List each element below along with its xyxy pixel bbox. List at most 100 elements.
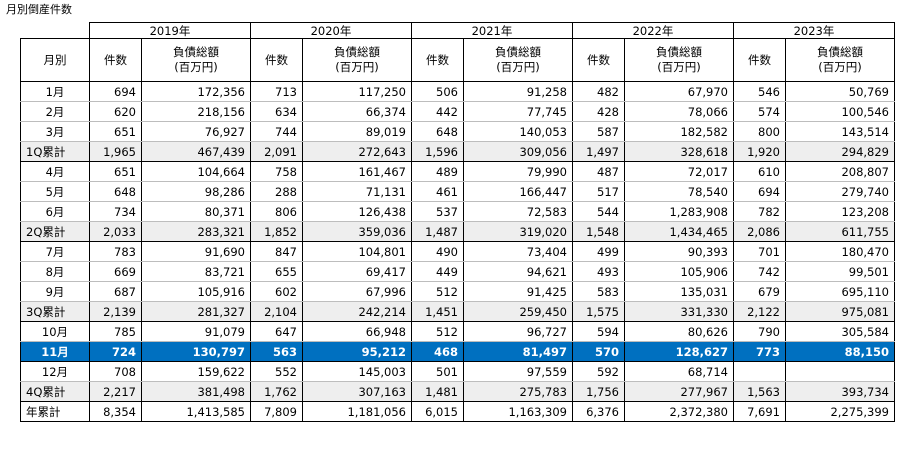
debt-cell [785,361,895,382]
debt-cell: 166,447 [463,181,573,202]
debt-column-header: 負債総額 (百万円) [302,38,412,82]
debt-cell: 126,438 [302,201,412,222]
debt-cell: 2,275,399 [785,401,895,422]
count-cell: 634 [250,101,303,122]
row-label: 1月 [20,81,90,102]
count-cell: 651 [89,121,142,142]
count-cell: 758 [250,161,303,182]
table-header: 2019年 2020年 2021年 2022年 2023年 月別 件数 負債総額… [20,22,895,82]
count-cell [733,361,786,382]
count-cell: 583 [572,281,625,302]
debt-cell: 72,017 [624,161,734,182]
count-column-header: 件数 [733,38,786,82]
count-cell: 6,376 [572,401,625,422]
row-label: 2月 [20,101,90,122]
table-row: 3月 651 76,927 744 89,019 648 140,053 587 182,582… [20,121,895,142]
count-cell: 8,354 [89,401,142,422]
count-cell: 1,575 [572,301,625,322]
row-label: 8月 [20,261,90,282]
table-row: 7月 783 91,690 847 104,801 490 73,404 499 90,393 7… [20,241,895,262]
year-header-2020: 2020年 [250,22,412,39]
corner-cell [20,22,90,39]
debt-cell: 259,450 [463,301,573,322]
debt-cell: 159,622 [141,361,251,382]
table-row: 年累計 8,354 1,413,585 7,809 1,181,056 6,015 1,16… [20,401,895,422]
debt-cell: 381,498 [141,381,251,402]
count-cell: 687 [89,281,142,302]
debt-cell: 79,990 [463,161,573,182]
count-cell: 713 [250,81,303,102]
row-label: 3月 [20,121,90,142]
row-label: 3Q累計 [20,301,90,322]
count-cell: 546 [733,81,786,102]
count-cell: 489 [411,161,464,182]
count-cell: 1,563 [733,381,786,402]
count-cell: 647 [250,321,303,342]
row-label: 11月 [20,341,90,362]
count-cell: 2,086 [733,221,786,242]
count-cell: 785 [89,321,142,342]
count-cell: 506 [411,81,464,102]
debt-cell: 69,417 [302,261,412,282]
count-cell: 288 [250,181,303,202]
count-cell: 449 [411,261,464,282]
table-row: 5月 648 98,286 288 71,131 461 166,447 517 78,540 6… [20,181,895,202]
year-header-2022: 2022年 [572,22,734,39]
debt-cell: 83,721 [141,261,251,282]
count-cell: 790 [733,321,786,342]
debt-cell: 208,807 [785,161,895,182]
count-cell: 708 [89,361,142,382]
debt-cell: 281,327 [141,301,251,322]
debt-cell: 180,470 [785,241,895,262]
debt-cell: 294,829 [785,141,895,162]
debt-cell: 105,916 [141,281,251,302]
column-header-row: 月別 件数 負債総額 (百万円) 件数 負債総額 (百万円) 件数 負債総額 (百万円… [20,38,895,82]
count-cell: 517 [572,181,625,202]
debt-cell: 97,559 [463,361,573,382]
row-label: 9月 [20,281,90,302]
count-cell: 724 [89,341,142,362]
table-row: 1月 694 172,356 713 117,250 506 91,258 482 67,970… [20,81,895,102]
row-label: 4月 [20,161,90,182]
month-column-header: 月別 [20,38,90,82]
debt-cell: 611,755 [785,221,895,242]
debt-cell: 143,514 [785,121,895,142]
count-cell: 1,852 [250,221,303,242]
table-row: 12月 708 159,622 552 145,003 501 97,559 592 68,71… [20,361,895,382]
count-cell: 7,809 [250,401,303,422]
count-cell: 512 [411,281,464,302]
table-row: 10月 785 91,079 647 66,948 512 96,727 594 80,626 7… [20,321,895,342]
count-cell: 2,139 [89,301,142,322]
table-body: 1月 694 172,356 713 117,250 506 91,258 482 67,970… [20,81,895,422]
debt-cell: 117,250 [302,81,412,102]
count-cell: 1,920 [733,141,786,162]
debt-cell: 331,330 [624,301,734,322]
count-cell: 847 [250,241,303,262]
count-cell: 679 [733,281,786,302]
count-cell: 461 [411,181,464,202]
debt-cell: 99,501 [785,261,895,282]
count-cell: 2,091 [250,141,303,162]
year-header-2019: 2019年 [89,22,251,39]
count-cell: 501 [411,361,464,382]
count-cell: 592 [572,361,625,382]
count-cell: 2,104 [250,301,303,322]
debt-cell: 140,053 [463,121,573,142]
debt-cell: 80,371 [141,201,251,222]
count-cell: 742 [733,261,786,282]
count-cell: 512 [411,321,464,342]
count-cell: 563 [250,341,303,362]
count-cell: 620 [89,101,142,122]
debt-cell: 77,745 [463,101,573,122]
count-cell: 544 [572,201,625,222]
debt-cell: 135,031 [624,281,734,302]
page-title: 月別倒産件数 [6,3,72,16]
debt-column-header: 負債総額 (百万円) [463,38,573,82]
debt-cell: 100,546 [785,101,895,122]
debt-cell: 88,150 [785,341,895,362]
debt-cell: 275,783 [463,381,573,402]
count-cell: 655 [250,261,303,282]
count-cell: 587 [572,121,625,142]
row-label: 10月 [20,321,90,342]
count-cell: 734 [89,201,142,222]
